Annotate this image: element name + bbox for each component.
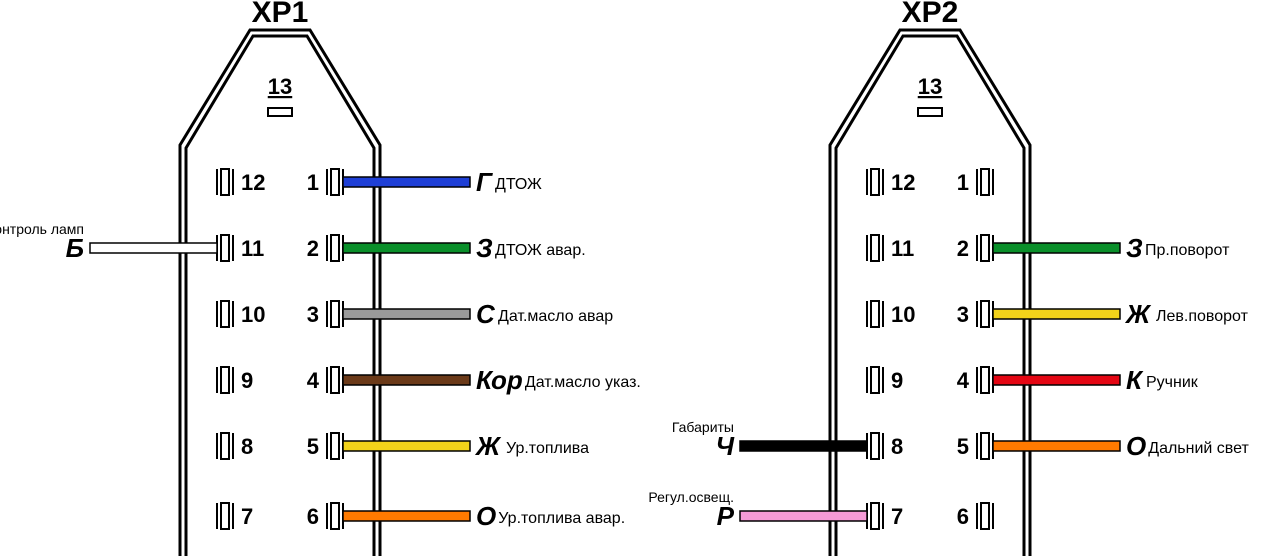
pin-number: 9 [891,368,903,393]
pin-socket [871,433,879,459]
pin-number-top: 13 [918,74,942,99]
wire-desc: Ур.топлива [506,440,589,457]
pin-socket [331,433,339,459]
pin-number: 8 [241,434,253,459]
pin-number: 1 [957,170,969,195]
pin-number: 4 [957,368,970,393]
pin-socket [981,169,989,195]
pin-number: 12 [891,170,915,195]
wire [343,177,470,187]
wire [993,243,1120,253]
wire-desc: Дат.масло указ. [525,374,641,391]
pin-number: 5 [957,434,969,459]
wire [90,243,217,253]
wire [993,309,1120,319]
wire [343,441,470,451]
connector-title: XP2 [902,0,959,29]
pin-number: 3 [957,302,969,327]
pin-socket [221,367,229,393]
pin-socket [221,169,229,195]
wire [343,511,470,521]
pin-socket [331,169,339,195]
wire-code: Ж [474,431,502,461]
pin-socket [221,433,229,459]
connector-title: XP1 [252,0,309,29]
wire-code: О [1126,431,1146,461]
wire [343,309,470,319]
wire-code: Г [476,167,493,197]
pin-socket [221,235,229,261]
pin-number: 11 [891,236,914,261]
wire [993,375,1120,385]
wire-code: С [476,299,496,329]
pin-number: 11 [241,236,264,261]
pin-number: 10 [891,302,915,327]
pin-socket [871,367,879,393]
wire-desc: Лев.поворот [1156,308,1249,325]
pin-number: 2 [957,236,969,261]
pin-number: 2 [307,236,319,261]
wire [740,511,867,521]
pin-socket [871,503,879,529]
wire-code: Кор [476,365,523,395]
wire [993,441,1120,451]
pin-socket [981,301,989,327]
wire-code: Р [717,501,735,531]
wire-code: К [1126,365,1144,395]
pin-number: 7 [241,504,253,529]
wire-ext-label: Регул.освещ. [648,489,734,505]
pin-socket [981,433,989,459]
pin-socket [981,367,989,393]
wire-desc: Ручник [1146,374,1199,391]
wire-code: О [476,501,496,531]
pin-socket-top [918,108,942,116]
wire-ext-label: Габариты [672,419,734,435]
wire-desc: ДТОЖ авар. [495,242,586,259]
pin-number: 12 [241,170,265,195]
wire-desc: Дат.масло авар [498,308,613,325]
pin-number: 4 [307,368,320,393]
pin-socket [871,301,879,327]
wire-code: Ч [716,431,735,461]
pin-number: 10 [241,302,265,327]
pin-number: 5 [307,434,319,459]
wire-code: Ж [1124,299,1152,329]
pin-socket [981,503,989,529]
wire-code: Б [66,233,84,263]
wire-desc: Пр.поворот [1145,242,1230,259]
wire [343,375,470,385]
pin-number: 9 [241,368,253,393]
pin-socket [331,235,339,261]
wire-desc: ДТОЖ [495,176,542,193]
pin-socket [981,235,989,261]
pin-socket [331,503,339,529]
wire-ext-label: Контроль ламп [0,221,84,237]
pin-number: 3 [307,302,319,327]
pin-socket [871,235,879,261]
pin-socket [221,503,229,529]
pin-number: 6 [307,504,319,529]
pin-socket [221,301,229,327]
pin-number: 1 [307,170,319,195]
wire-code: З [1126,233,1143,263]
wire-desc: Дальний свет [1148,440,1249,457]
wire-code: З [476,233,493,263]
wiring-diagram: XP1131211БКонтроль ламп109871Г ДТОЖ2З ДТ… [0,0,1272,556]
pin-socket [331,301,339,327]
wire [740,441,867,451]
pin-number: 6 [957,504,969,529]
pin-number: 7 [891,504,903,529]
pin-number: 8 [891,434,903,459]
pin-socket [331,367,339,393]
wire-desc: Ур.топлива авар. [498,510,625,527]
pin-socket-top [268,108,292,116]
wire [343,243,470,253]
pin-number-top: 13 [268,74,292,99]
pin-socket [871,169,879,195]
